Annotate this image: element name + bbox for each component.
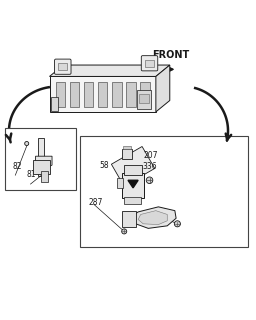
Circle shape [122, 229, 127, 234]
Bar [140, 82, 150, 107]
Bar [51, 97, 58, 111]
Text: 287: 287 [89, 198, 103, 207]
Bar [124, 197, 141, 204]
Text: 336: 336 [142, 162, 157, 172]
Bar [123, 146, 131, 149]
Polygon shape [138, 211, 167, 225]
FancyBboxPatch shape [141, 56, 158, 71]
Bar [56, 82, 66, 107]
Polygon shape [36, 156, 52, 170]
Bar [33, 160, 49, 174]
Text: 207: 207 [143, 151, 158, 160]
Bar [112, 82, 122, 107]
Bar [98, 82, 108, 107]
Circle shape [146, 177, 153, 184]
Text: 81: 81 [27, 170, 36, 179]
Polygon shape [128, 180, 138, 188]
Bar [122, 211, 136, 227]
Polygon shape [49, 65, 170, 76]
Bar [145, 60, 154, 67]
Polygon shape [156, 65, 170, 112]
Text: 91: 91 [158, 208, 168, 217]
Bar [122, 173, 144, 198]
Bar [49, 76, 156, 112]
Polygon shape [111, 147, 155, 186]
Bar [84, 82, 93, 107]
Bar [70, 82, 79, 107]
Bar [137, 90, 151, 109]
Polygon shape [131, 207, 176, 228]
Bar [38, 139, 45, 176]
Text: 58: 58 [99, 161, 109, 170]
Bar [122, 148, 132, 159]
Text: 82: 82 [13, 162, 22, 172]
Bar [116, 178, 123, 188]
Circle shape [174, 221, 180, 227]
Bar [41, 172, 48, 181]
FancyBboxPatch shape [55, 59, 71, 74]
Bar [124, 165, 142, 175]
Text: FRONT: FRONT [152, 50, 189, 60]
Bar [80, 136, 248, 247]
Bar [58, 63, 68, 70]
Bar [139, 94, 149, 103]
Circle shape [25, 141, 29, 146]
Bar [5, 128, 76, 190]
Bar [126, 82, 135, 107]
